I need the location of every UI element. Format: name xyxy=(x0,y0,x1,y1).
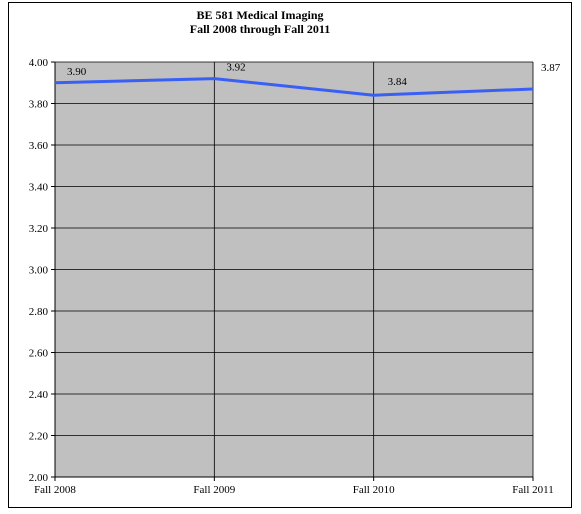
y-tick-label: 2.40 xyxy=(29,389,49,401)
y-tick-label: 3.40 xyxy=(29,182,49,194)
data-label: 3.87 xyxy=(541,62,561,74)
y-tick-label: 2.20 xyxy=(29,431,49,443)
y-tick-label: 3.20 xyxy=(29,223,49,235)
y-tick-label: 3.00 xyxy=(29,265,49,277)
y-tick-label: 4.00 xyxy=(29,57,49,69)
series-line xyxy=(54,77,534,97)
x-tick-label: Fall 2008 xyxy=(34,484,76,496)
chart-subtitle: Fall 2008 through Fall 2011 xyxy=(189,22,331,36)
y-tick-label: 2.00 xyxy=(29,472,49,484)
x-tick-label: Fall 2009 xyxy=(193,484,235,496)
data-label: 3.84 xyxy=(388,76,408,88)
y-tick-label: 3.60 xyxy=(29,140,49,152)
x-tick-label: Fall 2010 xyxy=(353,484,395,496)
y-tick-label: 3.80 xyxy=(29,99,49,111)
chart-title: BE 581 Medical Imaging xyxy=(196,8,324,22)
x-tick-label: Fall 2011 xyxy=(512,484,553,496)
chart-title-block: BE 581 Medical Imaging Fall 2008 through… xyxy=(8,8,512,36)
data-label: 3.90 xyxy=(67,66,87,78)
y-tick-label: 2.60 xyxy=(29,348,49,360)
data-label: 3.92 xyxy=(226,62,245,74)
y-tick-label: 2.80 xyxy=(29,306,49,318)
